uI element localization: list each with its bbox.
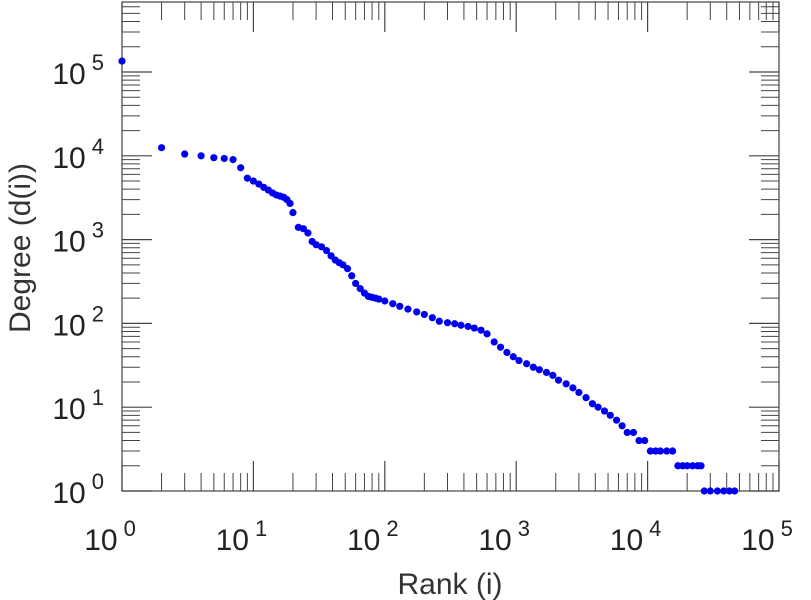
data-point <box>375 295 383 303</box>
y-tick-label: 10 3 <box>52 218 104 259</box>
data-point <box>535 366 543 374</box>
data-point <box>509 353 517 361</box>
data-point <box>700 487 708 495</box>
plot-frame <box>121 1 780 492</box>
data-point <box>181 150 189 158</box>
data-point <box>197 152 205 160</box>
data-point <box>470 324 478 332</box>
data-point <box>404 305 412 313</box>
data-point <box>413 308 421 316</box>
data-point <box>683 462 691 470</box>
data-point <box>629 428 638 437</box>
data-point <box>641 436 649 445</box>
data-point <box>582 394 590 402</box>
data-point <box>420 310 428 319</box>
data-point <box>210 154 218 162</box>
data-point <box>428 314 436 322</box>
x-tick-label: 10 5 <box>741 516 793 557</box>
major-ticks <box>121 2 780 492</box>
data-point <box>588 400 596 408</box>
data-point <box>663 447 671 455</box>
data-point <box>646 447 654 455</box>
data-point <box>554 376 563 384</box>
x-tick-label: 10 2 <box>347 516 399 557</box>
data-point <box>688 462 697 470</box>
data-points <box>118 57 739 495</box>
y-tick-label: 10 4 <box>52 134 104 175</box>
data-point <box>623 428 631 437</box>
data-point <box>529 363 537 371</box>
data-point <box>612 416 621 424</box>
x-tick-labels: 10 0 10 1 10 2 10 3 10 4 10 5 <box>84 516 793 557</box>
data-point <box>229 156 237 164</box>
data-point <box>220 154 228 163</box>
data-point <box>312 241 320 249</box>
data-point <box>289 208 297 217</box>
minor-ticks <box>122 2 779 491</box>
data-point <box>542 368 551 377</box>
data-point <box>515 356 523 365</box>
data-point <box>575 388 583 397</box>
x-tick-label: 10 0 <box>84 516 136 557</box>
data-point <box>118 57 126 65</box>
data-point <box>618 422 626 430</box>
y-tick-label: 10 1 <box>52 385 104 426</box>
data-point <box>322 246 331 255</box>
y-axis-title: Degree (d(i)) <box>4 163 37 333</box>
data-point <box>435 317 443 325</box>
data-point <box>396 302 404 310</box>
data-point <box>720 487 728 495</box>
data-point <box>243 174 251 182</box>
data-point <box>477 326 485 334</box>
y-tick-label: 10 5 <box>52 50 104 91</box>
data-point <box>464 322 472 331</box>
data-point <box>443 319 452 327</box>
data-point <box>483 330 491 338</box>
data-point <box>635 436 643 445</box>
data-point <box>523 360 531 368</box>
x-tick-label: 10 3 <box>478 516 530 557</box>
data-point <box>713 487 722 495</box>
data-point <box>697 462 705 470</box>
data-point <box>157 144 166 152</box>
data-point <box>356 285 364 293</box>
data-point <box>656 447 664 455</box>
data-point <box>549 371 557 379</box>
data-point <box>348 272 356 280</box>
data-point <box>706 487 714 495</box>
data-point <box>451 320 459 328</box>
data-point <box>457 321 465 329</box>
data-point <box>503 348 511 357</box>
data-point <box>669 447 677 455</box>
data-point <box>249 177 257 185</box>
data-point <box>299 225 307 233</box>
data-point <box>381 297 389 305</box>
data-point <box>731 487 739 495</box>
data-point <box>304 229 312 237</box>
data-point <box>600 407 609 415</box>
data-point <box>286 199 294 208</box>
x-axis-title: Rank (i) <box>397 568 502 600</box>
data-point <box>352 279 360 288</box>
data-point <box>496 343 505 351</box>
y-tick-label: 10 0 <box>52 469 104 510</box>
data-point <box>725 487 734 495</box>
data-point <box>562 380 570 388</box>
y-tick-label: 10 2 <box>52 301 104 342</box>
x-tick-label: 10 4 <box>610 516 662 557</box>
data-point <box>569 384 577 392</box>
data-point <box>490 338 498 346</box>
data-point <box>594 403 602 411</box>
x-tick-label: 10 1 <box>216 516 268 557</box>
data-point <box>237 164 245 172</box>
data-point <box>389 300 397 308</box>
data-point <box>343 265 352 273</box>
data-point <box>606 411 614 419</box>
data-point <box>317 243 326 251</box>
